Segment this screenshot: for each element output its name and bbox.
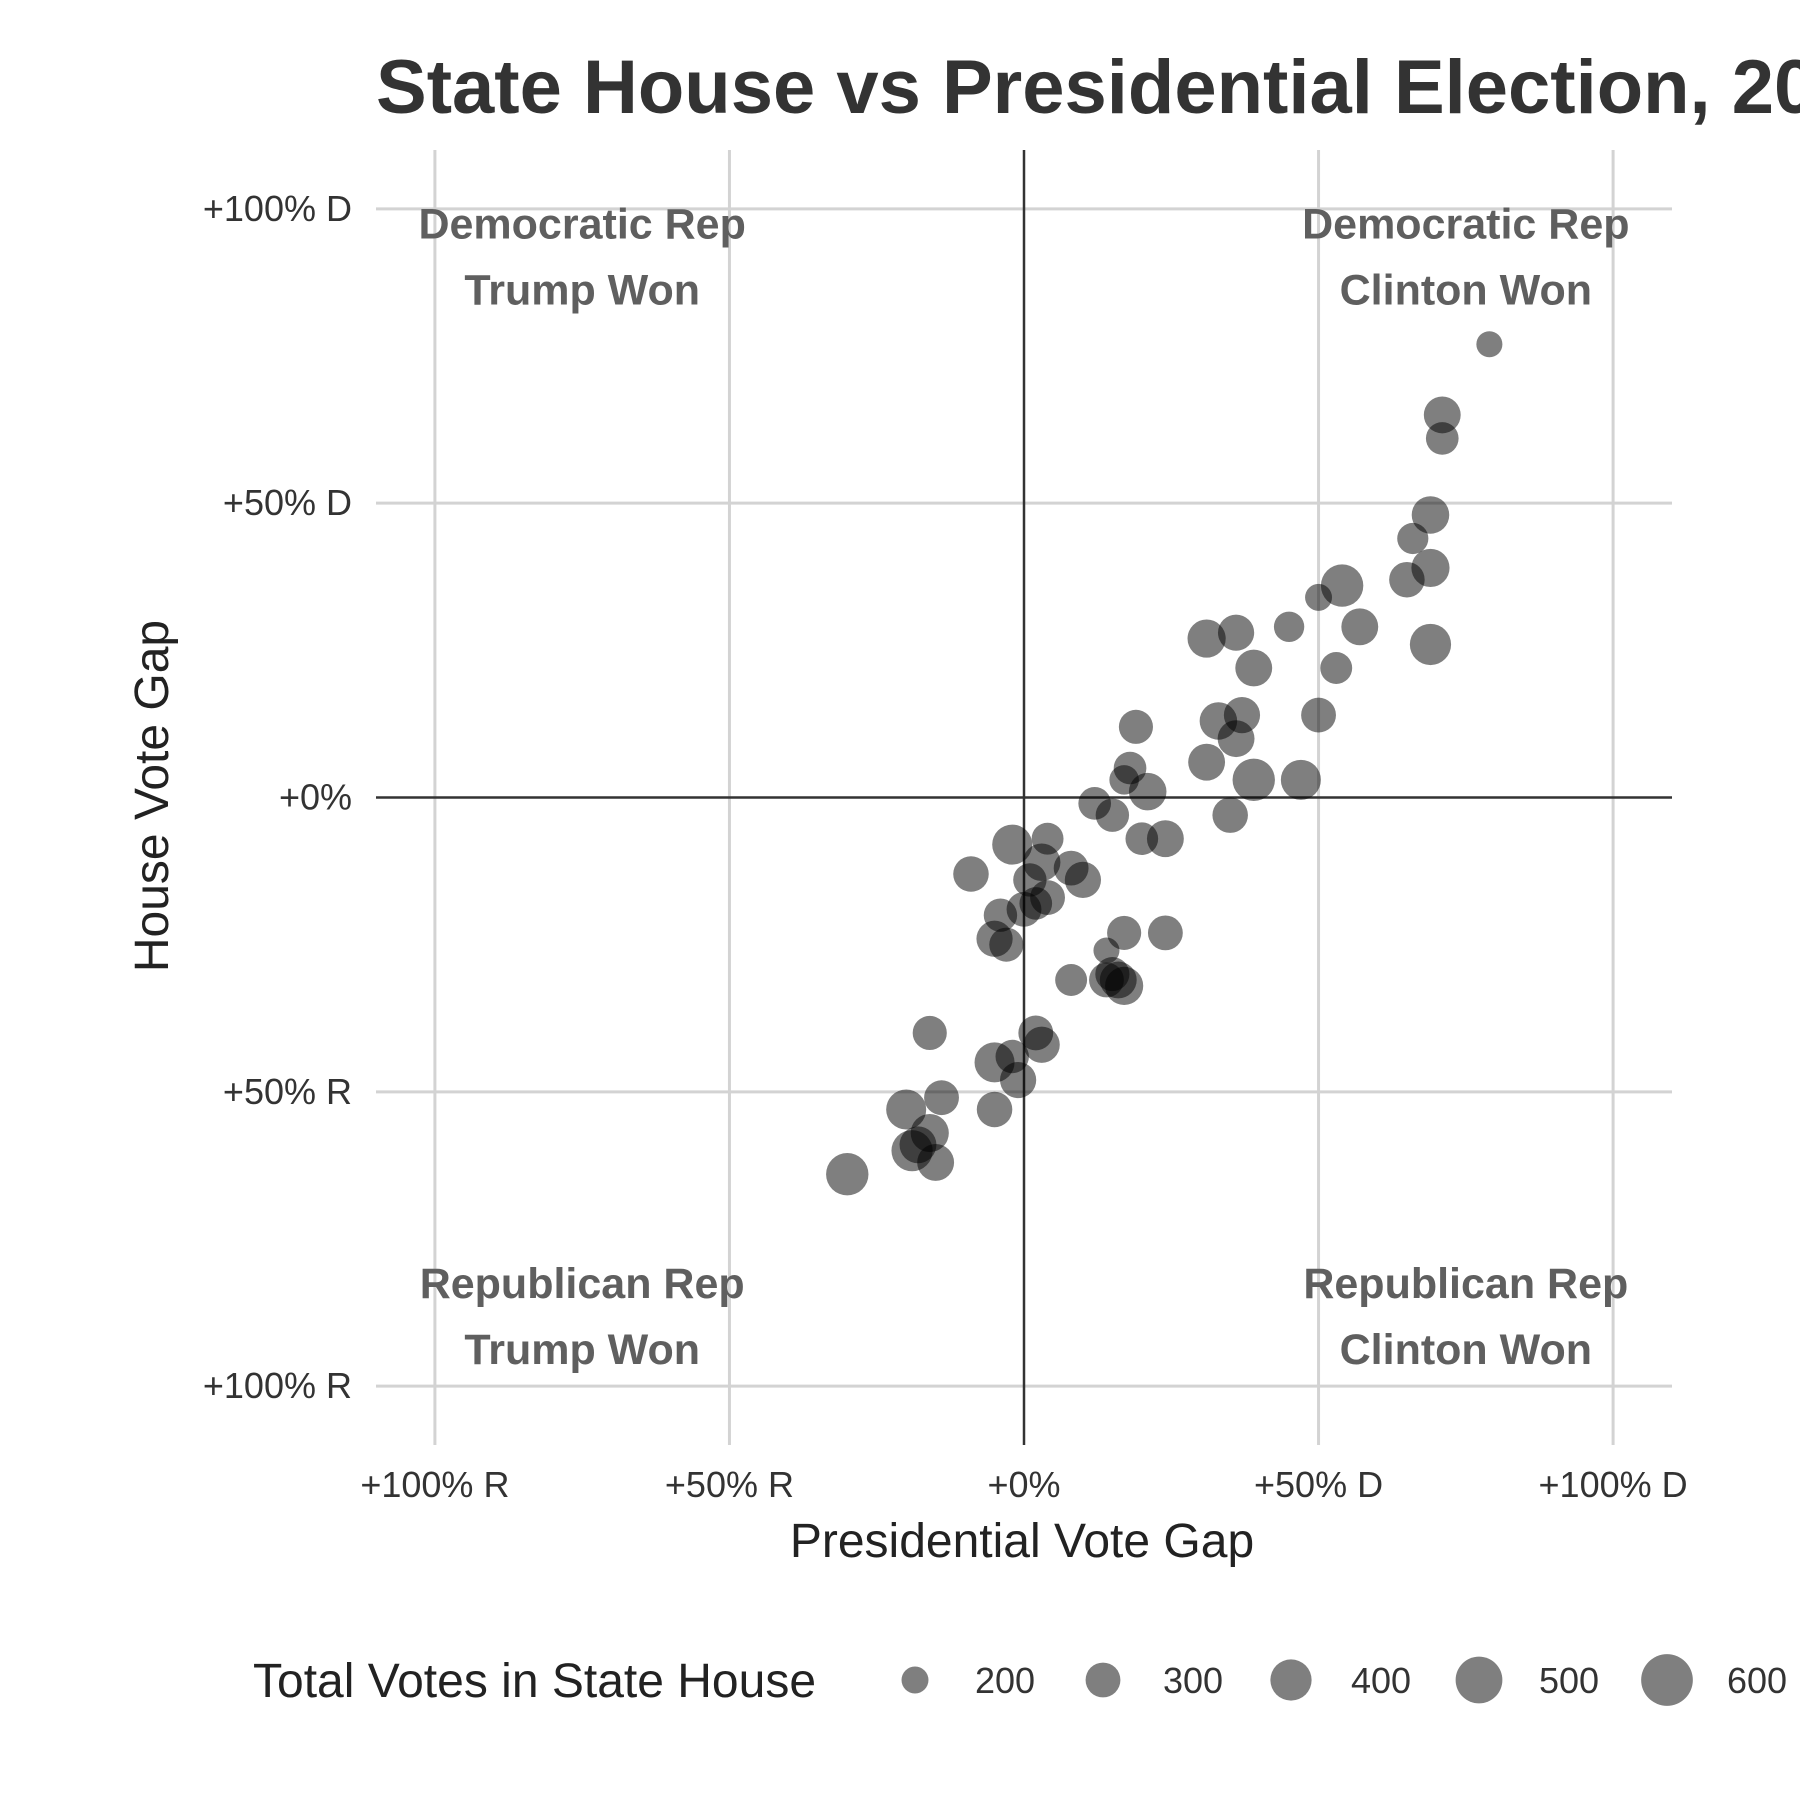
y-tick-label-3: +50% R <box>223 1071 352 1112</box>
data-point-59 <box>924 1080 959 1116</box>
data-point-12 <box>1320 652 1353 684</box>
data-point-10 <box>1341 608 1379 646</box>
legend-key-3 <box>1455 1656 1503 1704</box>
data-point-2 <box>1425 422 1459 455</box>
quadrant-label-line: Democratic Rep <box>1302 200 1629 248</box>
y-tick-label-0: +100% D <box>203 188 352 229</box>
data-point-3 <box>1411 496 1450 534</box>
quadrant-label-0: Democratic Rep Trump Won <box>418 200 745 314</box>
data-point-24 <box>1118 709 1153 744</box>
data-point-21 <box>1188 743 1226 781</box>
data-point-23 <box>1212 797 1248 833</box>
y-tick-label-4: +100% R <box>203 1365 352 1406</box>
data-point-55 <box>1023 1026 1060 1063</box>
data-point-53 <box>912 1015 947 1051</box>
data-point-46 <box>1147 915 1183 951</box>
y-tick-label-2: +0% <box>279 777 352 818</box>
x-axis-label: Presidential Vote Gap <box>790 1515 1254 1568</box>
data-point-22 <box>1232 758 1275 802</box>
zero-lines <box>376 150 1672 1445</box>
quadrant-label-3: Republican Rep Clinton Won <box>1303 1260 1628 1374</box>
quadrant-label-line: Trump Won <box>464 266 700 314</box>
x-axis-ticks: +100% R +50% R +0% +50% D +100% D <box>360 1464 1687 1505</box>
data-point-38 <box>953 856 989 892</box>
legend-key-2 <box>1270 1659 1312 1701</box>
data-point-31 <box>1146 820 1184 858</box>
legend-key-0 <box>901 1666 929 1694</box>
legend-key-1 <box>1085 1662 1121 1698</box>
data-point-52 <box>1105 966 1144 1005</box>
data-point-44 <box>989 927 1024 962</box>
data-point-0 <box>1476 331 1503 358</box>
data-point-36 <box>1064 861 1102 899</box>
quadrant-label-line: Republican Rep <box>420 1260 745 1308</box>
data-point-60 <box>886 1089 927 1130</box>
data-point-15 <box>1187 619 1226 658</box>
legend-title: Total Votes in State House <box>253 1655 816 1708</box>
x-tick-label-0: +100% R <box>360 1464 509 1505</box>
legend-label-2: 400 <box>1351 1660 1411 1701</box>
data-point-66 <box>826 1153 869 1196</box>
quadrant-labels: Democratic Rep Trump Won Democratic Rep Cli… <box>418 200 1629 1374</box>
data-points <box>826 331 1503 1196</box>
data-point-14 <box>1280 759 1321 800</box>
data-point-48 <box>1055 964 1088 996</box>
x-tick-label-4: +100% D <box>1539 1464 1688 1505</box>
x-tick-label-2: +0% <box>987 1464 1060 1505</box>
data-point-17 <box>1235 649 1273 687</box>
data-point-65 <box>917 1144 955 1181</box>
quadrant-label-line: Republican Rep <box>1303 1260 1628 1308</box>
x-tick-label-1: +50% R <box>665 1464 794 1505</box>
x-tick-label-3: +50% D <box>1254 1464 1383 1505</box>
quadrant-label-line: Clinton Won <box>1340 1326 1592 1374</box>
quadrant-label-line: Clinton Won <box>1340 266 1592 314</box>
data-point-7 <box>1409 623 1452 666</box>
data-point-6 <box>1389 561 1425 598</box>
chart-title: State House vs Presidential Election, 20… <box>376 45 1800 130</box>
data-point-4 <box>1397 522 1429 555</box>
data-point-29 <box>1095 798 1130 832</box>
legend-label-3: 500 <box>1539 1660 1599 1701</box>
data-point-58 <box>1000 1061 1037 1099</box>
data-point-20 <box>1217 720 1255 758</box>
data-point-11 <box>1273 611 1305 642</box>
data-point-33 <box>992 824 1033 865</box>
quadrant-label-1: Democratic Rep Clinton Won <box>1302 200 1629 314</box>
data-point-1 <box>1423 396 1461 434</box>
quadrant-label-line: Trump Won <box>464 1326 700 1374</box>
legend-key-4 <box>1641 1654 1693 1706</box>
data-point-9 <box>1305 583 1333 611</box>
quadrant-label-2: Republican Rep Trump Won <box>420 1260 745 1374</box>
data-point-16 <box>1217 614 1255 651</box>
legend-label-0: 200 <box>975 1660 1035 1701</box>
y-tick-label-1: +50% D <box>223 482 352 523</box>
y-axis-ticks: +100% D +50% D +0% +50% R +100% R <box>203 188 352 1406</box>
y-axis-label: House Vote Gap <box>126 620 179 972</box>
data-point-27 <box>1128 772 1167 811</box>
legend-label-1: 300 <box>1163 1660 1223 1701</box>
data-point-13 <box>1301 697 1336 733</box>
size-legend: Total Votes in State House 200 300 400 500 6… <box>253 1654 1787 1708</box>
quadrant-label-line: Democratic Rep <box>418 200 745 248</box>
data-point-61 <box>976 1091 1013 1128</box>
legend-label-4: 600 <box>1727 1660 1787 1701</box>
